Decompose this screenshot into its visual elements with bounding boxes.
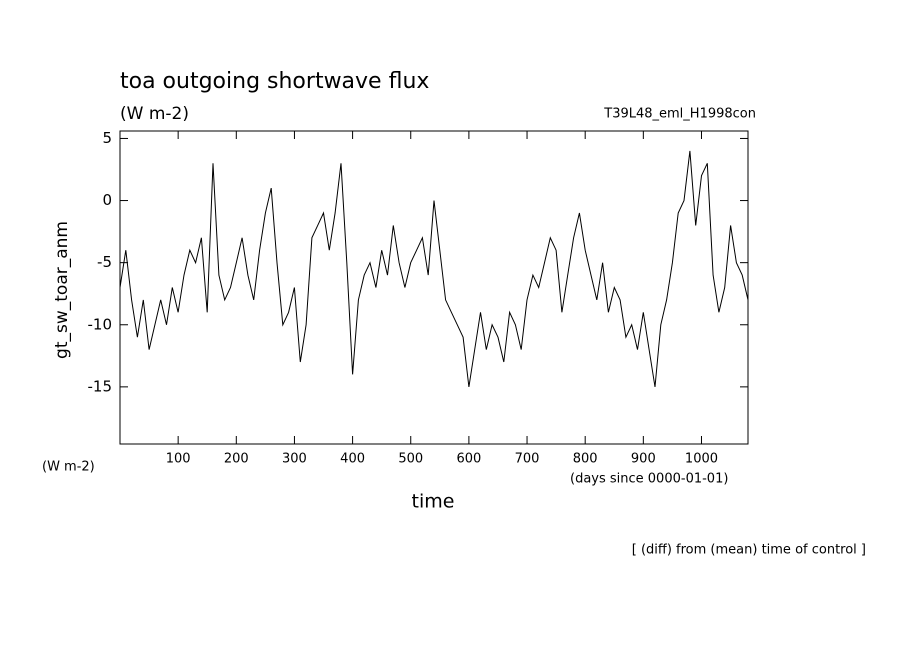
data-line (119, 150, 749, 387)
x-tick-label: 600 (456, 452, 481, 467)
x-tick-label: 1000 (685, 452, 718, 467)
x-tick-label: 300 (282, 452, 307, 467)
y-tick-label: -10 (88, 315, 113, 333)
y-unit: (W m-2) (42, 460, 95, 475)
x-tick-label: 900 (631, 452, 656, 467)
x-tick-label: 400 (340, 452, 365, 467)
x-unit: (days since 0000-01-01) (570, 472, 728, 487)
x-tick-label: 700 (515, 452, 540, 467)
x-tick-label: 200 (224, 452, 249, 467)
chart-title: toa outgoing shortwave flux (120, 69, 429, 94)
y-axis-label: gt_sw_toar_anm (52, 221, 72, 359)
y-tick-label: 0 (102, 191, 112, 209)
subtitle: (W m-2) (120, 104, 189, 124)
y-tick-label: -15 (88, 377, 113, 395)
x-tick-label: 100 (166, 452, 191, 467)
footnote: [ (diff) from (mean) time of control ] (632, 543, 866, 558)
x-tick-label: 500 (398, 452, 423, 467)
y-tick-label: -5 (97, 253, 112, 271)
x-tick-label: 800 (573, 452, 598, 467)
y-tick-label: 5 (102, 129, 112, 147)
x-axis-label: time (412, 491, 455, 513)
annotation: T39L48_eml_H1998con (603, 107, 756, 122)
